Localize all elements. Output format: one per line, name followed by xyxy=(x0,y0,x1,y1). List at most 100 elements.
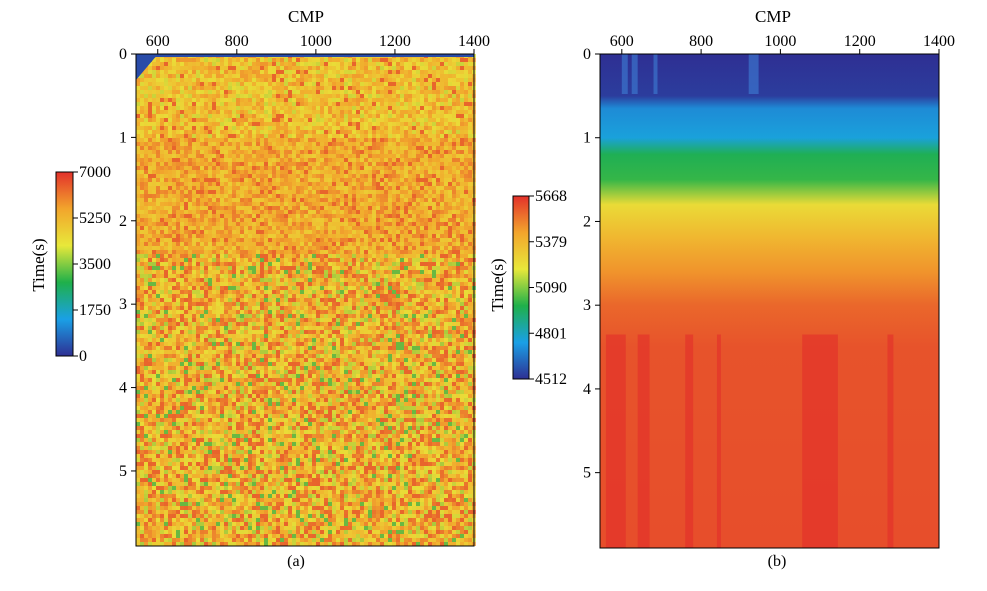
panel-a-noise-cell xyxy=(136,150,140,154)
panel-a-noise-cell xyxy=(348,250,352,254)
panel-a-noise-cell xyxy=(292,82,296,86)
panel-a-noise-cell xyxy=(400,178,404,182)
panel-a-noise-cell xyxy=(428,102,432,106)
panel-a-noise-cell xyxy=(148,114,152,118)
panel-a-noise-cell xyxy=(304,130,308,134)
panel-a-noise-cell xyxy=(380,214,384,218)
panel-a-noise-cell xyxy=(384,266,388,270)
panel-a-noise-cell xyxy=(236,158,240,162)
panel-a-noise-cell xyxy=(208,62,212,66)
panel-a-noise-cell xyxy=(328,134,332,138)
panel-a-noise-cell xyxy=(196,282,200,286)
panel-a-noise-cell xyxy=(420,126,424,130)
panel-a-noise-cell xyxy=(436,110,440,114)
panel-a-noise-cell xyxy=(224,250,228,254)
panel-a-noise-cell xyxy=(200,62,204,66)
panel-a-noise-cell xyxy=(316,194,320,198)
panel-a-noise-cell xyxy=(212,182,216,186)
panel-a-noise-cell xyxy=(176,94,180,98)
panel-a-noise-cell xyxy=(276,114,280,118)
panel-a-noise-cell xyxy=(428,166,432,170)
panel-a-noise-cell xyxy=(376,126,380,130)
panel-a-noise-cell xyxy=(220,210,224,214)
panel-a-noise-cell xyxy=(436,106,440,110)
panel-a-noise-cell xyxy=(400,62,404,66)
panel-a-noise-cell xyxy=(436,102,440,106)
panel-a-noise-cell xyxy=(400,222,404,226)
panel-a-noise-cell xyxy=(216,90,220,94)
panel-a-noise-cell xyxy=(348,182,352,186)
panel-a-noise-cell xyxy=(328,206,332,210)
panel-a-noise-cell xyxy=(380,242,384,246)
panel-a-noise-cell xyxy=(328,122,332,126)
panel-a-noise-cell xyxy=(212,198,216,202)
panel-a-noise-cell xyxy=(324,250,328,254)
panel-a-noise-cell xyxy=(332,130,336,134)
panel-a-noise-cell xyxy=(456,158,460,162)
panel-a-noise-cell xyxy=(212,74,216,78)
panel-a-noise-cell xyxy=(156,66,160,70)
panel-a-noise-cell xyxy=(248,210,252,214)
panel-a-noise-cell xyxy=(348,194,352,198)
panel-a-noise-cell xyxy=(416,234,420,238)
panel-a-noise-cell xyxy=(144,86,148,90)
panel-a-noise-cell xyxy=(380,254,384,258)
panel-a-noise-cell xyxy=(468,110,472,114)
panel-a-noise-cell xyxy=(236,258,240,262)
panel-a-noise-cell xyxy=(260,234,264,238)
panel-a-noise-cell xyxy=(224,182,228,186)
panel-a-noise-cell xyxy=(340,266,344,270)
panel-a-noise-cell xyxy=(228,94,232,98)
panel-a-noise-cell xyxy=(248,62,252,66)
panel-a-noise-cell xyxy=(148,274,152,278)
panel-a-noise-cell xyxy=(172,246,176,250)
panel-a-noise-cell xyxy=(248,286,252,290)
panel-a-noise-cell xyxy=(372,106,376,110)
panel-a-noise-cell xyxy=(240,194,244,198)
panel-a-noise-cell xyxy=(284,58,288,62)
panel-a-noise-cell xyxy=(136,174,140,178)
panel-a-noise-cell xyxy=(428,74,432,78)
panel-a-noise-cell xyxy=(468,162,472,166)
panel-a-noise-cell xyxy=(228,258,232,262)
panel-a-noise-cell xyxy=(164,58,168,62)
panel-a-noise-cell xyxy=(304,194,308,198)
panel-a-noise-cell xyxy=(452,254,456,258)
panel-a-noise-cell xyxy=(288,126,292,130)
panel-a-noise-cell xyxy=(436,70,440,74)
panel-a-noise-cell xyxy=(432,182,436,186)
panel-a-noise-cell xyxy=(256,186,260,190)
panel-a-noise-cell xyxy=(448,178,452,182)
panel-a-noise-cell xyxy=(252,266,256,270)
panel-a-noise-cell xyxy=(464,186,468,190)
panel-a-noise-cell xyxy=(436,230,440,234)
panel-a-noise-cell xyxy=(364,278,368,282)
panel-a-noise-cell xyxy=(236,230,240,234)
panel-a-noise-cell xyxy=(192,170,196,174)
panel-a-noise-cell xyxy=(468,242,472,246)
panel-a-noise-cell xyxy=(344,254,348,258)
panel-a-noise-cell xyxy=(208,250,212,254)
panel-a-noise-cell xyxy=(300,126,304,130)
panel-a-noise-cell xyxy=(232,162,236,166)
panel-a-noise-cell xyxy=(176,118,180,122)
panel-a-noise-cell xyxy=(364,78,368,82)
panel-a-noise-cell xyxy=(428,134,432,138)
panel-a-noise-cell xyxy=(376,214,380,218)
panel-a-noise-cell xyxy=(200,210,204,214)
panel-a-noise-cell xyxy=(364,266,368,270)
panel-a-noise-cell xyxy=(376,122,380,126)
panel-a-noise-cell xyxy=(212,282,216,286)
panel-a-noise-cell xyxy=(332,262,336,266)
panel-a-noise-cell xyxy=(460,150,464,154)
panel-a-noise-cell xyxy=(248,198,252,202)
panel-a-noise-cell xyxy=(316,134,320,138)
panel-a-noise-cell xyxy=(280,150,284,154)
panel-a-noise-cell xyxy=(388,102,392,106)
panel-a-noise-cell xyxy=(288,274,292,278)
panel-a-noise-cell xyxy=(364,270,368,274)
panel-a-noise-cell xyxy=(440,202,444,206)
panel-a-noise-cell xyxy=(384,230,388,234)
panel-a-noise-cell xyxy=(136,226,140,230)
panel-a-noise-cell xyxy=(140,274,144,278)
